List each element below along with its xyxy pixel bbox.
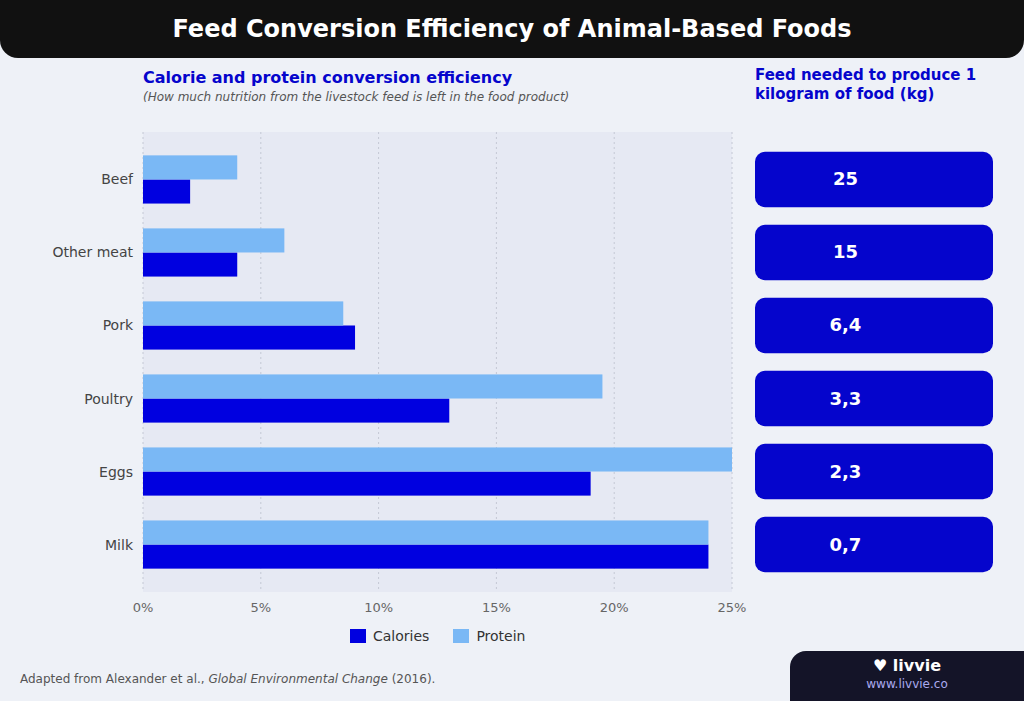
title: Feed Conversion Efficiency of Animal-Bas… <box>0 0 1024 58</box>
bar <box>143 252 237 276</box>
bar <box>143 472 591 496</box>
x-tick-label: 10% <box>364 600 393 615</box>
bar <box>143 301 343 325</box>
legend-swatch <box>350 629 366 643</box>
feed-box <box>755 371 993 426</box>
feed-box <box>755 298 993 353</box>
bar <box>143 520 708 544</box>
feed-value: 2,3 <box>829 461 861 482</box>
bar <box>143 399 449 423</box>
y-tick-label: Eggs <box>99 464 133 480</box>
feed-box <box>755 225 993 280</box>
chart-title: Calorie and protein conversion efficienc… <box>143 68 512 87</box>
bar <box>143 325 355 349</box>
footer-text: (2016). <box>388 672 436 686</box>
y-tick-label: Beef <box>101 171 134 187</box>
bar <box>143 179 190 203</box>
x-tick-label: 20% <box>600 600 629 615</box>
chart-canvas: 0% 5% 10% 15% 20% 25% Beef Other meat Pork Poultr… <box>0 0 1024 701</box>
logo: ♥ livvie www.livvie.co <box>790 651 1024 701</box>
feed-panel <box>755 152 993 573</box>
y-tick-label: Milk <box>105 537 134 553</box>
grid-line <box>732 132 733 592</box>
bar <box>143 447 732 471</box>
legend-swatch <box>453 629 469 643</box>
bar <box>143 228 284 252</box>
legend-label: Protein <box>476 628 525 644</box>
feed-value: 25 <box>833 168 858 189</box>
footer: Adapted from Alexander et al., Global En… <box>20 672 435 686</box>
feed-value: 15 <box>833 241 858 262</box>
x-tick-label: 0% <box>133 600 154 615</box>
feed-value: 0,7 <box>829 534 861 555</box>
bar <box>143 545 708 569</box>
feed-box <box>755 444 993 499</box>
feed-value: 6,4 <box>829 314 861 335</box>
bars <box>143 155 732 568</box>
legend-item: Protein <box>453 628 525 644</box>
legend-label: Calories <box>373 628 429 644</box>
bar <box>143 155 237 179</box>
feed-box <box>755 517 993 572</box>
x-grid <box>143 132 732 592</box>
subtitle: (How much nutrition from the livestock f… <box>143 90 569 104</box>
y-tick-label: Other meat <box>52 244 133 260</box>
bar <box>143 374 602 398</box>
x-tick-label: 15% <box>482 600 511 615</box>
feed-box <box>755 152 993 207</box>
x-tick-label: 25% <box>718 600 747 615</box>
y-tick-label: Poultry <box>84 391 133 407</box>
plot-background <box>143 132 732 592</box>
feed-value: 3,3 <box>829 388 861 409</box>
logo-url: www.livvie.co <box>790 677 1024 691</box>
x-tick-label: 5% <box>250 600 271 615</box>
logo-text: ♥ livvie <box>790 656 1024 675</box>
footer-text: Adapted from Alexander et al., <box>20 672 208 686</box>
legend: Calories Protein <box>350 628 525 644</box>
y-tick-label: Pork <box>103 317 134 333</box>
footer-text: Global Environmental Change <box>208 672 387 686</box>
legend-item: Calories <box>350 628 429 644</box>
panel-title: Feed needed to produce 1 kilogram of foo… <box>755 66 995 104</box>
